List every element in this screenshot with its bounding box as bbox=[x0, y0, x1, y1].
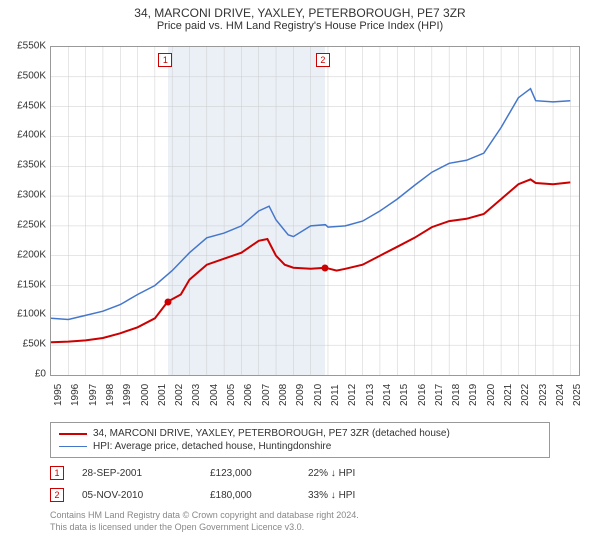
x-tick-label: 2000 bbox=[140, 384, 151, 406]
x-tick-label: 2023 bbox=[538, 384, 549, 406]
x-tick-label: 2011 bbox=[330, 384, 341, 406]
legend-label: 34, MARCONI DRIVE, YAXLEY, PETERBOROUGH,… bbox=[93, 428, 450, 439]
x-tick-label: 2013 bbox=[365, 384, 376, 406]
x-tick-label: 2002 bbox=[174, 384, 185, 406]
sale-row: 2 05-NOV-2010 £180,000 33% ↓ HPI bbox=[50, 484, 550, 506]
y-tick-label: £350K bbox=[17, 160, 46, 171]
x-tick-label: 1999 bbox=[122, 384, 133, 406]
sale-delta: 33% ↓ HPI bbox=[308, 490, 355, 501]
legend: 34, MARCONI DRIVE, YAXLEY, PETERBOROUGH,… bbox=[50, 422, 550, 458]
sale-dot bbox=[164, 298, 171, 305]
chart-area: £0 £50K £100K £150K £200K £250K £300K £350K £400… bbox=[0, 36, 600, 416]
sale-marker-box: 1 bbox=[50, 466, 64, 480]
chart-title: 34, MARCONI DRIVE, YAXLEY, PETERBOROUGH,… bbox=[0, 0, 600, 20]
x-tick-label: 1996 bbox=[70, 384, 81, 406]
sale-row: 1 28-SEP-2001 £123,000 22% ↓ HPI bbox=[50, 462, 550, 484]
x-tick-label: 2018 bbox=[451, 384, 462, 406]
legend-label: HPI: Average price, detached house, Hunt… bbox=[93, 441, 331, 452]
footnote-line: Contains HM Land Registry data © Crown c… bbox=[50, 510, 550, 522]
x-axis-labels: 1995 1996 1997 1998 1999 2000 2001 2002 2003 2004… bbox=[50, 378, 580, 418]
sale-marker-box: 1 bbox=[158, 53, 172, 67]
x-tick-label: 2016 bbox=[417, 384, 428, 406]
chart-subtitle: Price paid vs. HM Land Registry's House … bbox=[0, 20, 600, 36]
x-tick-label: 2003 bbox=[191, 384, 202, 406]
y-tick-label: £500K bbox=[17, 70, 46, 81]
sale-price: £123,000 bbox=[210, 468, 290, 479]
sale-marker-box: 2 bbox=[50, 488, 64, 502]
y-tick-label: £150K bbox=[17, 279, 46, 290]
x-tick-label: 1997 bbox=[88, 384, 99, 406]
y-tick-label: £300K bbox=[17, 190, 46, 201]
legend-item: 34, MARCONI DRIVE, YAXLEY, PETERBOROUGH,… bbox=[59, 427, 541, 440]
x-tick-label: 2009 bbox=[295, 384, 306, 406]
x-tick-label: 2021 bbox=[503, 384, 514, 406]
legend-swatch bbox=[59, 433, 87, 435]
x-tick-label: 1998 bbox=[105, 384, 116, 406]
y-tick-label: £450K bbox=[17, 100, 46, 111]
x-tick-label: 2015 bbox=[399, 384, 410, 406]
y-tick-label: £100K bbox=[17, 309, 46, 320]
x-tick-label: 2001 bbox=[157, 384, 168, 406]
legend-item: HPI: Average price, detached house, Hunt… bbox=[59, 440, 541, 453]
x-tick-label: 2004 bbox=[209, 384, 220, 406]
x-tick-label: 2022 bbox=[520, 384, 531, 406]
x-tick-label: 2020 bbox=[486, 384, 497, 406]
sales-list: 1 28-SEP-2001 £123,000 22% ↓ HPI 2 05-NOV-201… bbox=[50, 462, 550, 506]
x-tick-label: 2010 bbox=[313, 384, 324, 406]
y-tick-label: £0 bbox=[35, 369, 46, 380]
x-tick-label: 2007 bbox=[261, 384, 272, 406]
x-tick-label: 1995 bbox=[53, 384, 64, 406]
y-tick-label: £550K bbox=[17, 41, 46, 52]
x-tick-label: 2006 bbox=[243, 384, 254, 406]
sale-dot bbox=[322, 264, 329, 271]
footnote: Contains HM Land Registry data © Crown c… bbox=[50, 510, 550, 533]
x-tick-label: 2024 bbox=[555, 384, 566, 406]
x-tick-label: 2014 bbox=[382, 384, 393, 406]
sale-date: 28-SEP-2001 bbox=[82, 468, 192, 479]
x-tick-label: 2005 bbox=[226, 384, 237, 406]
y-tick-label: £50K bbox=[23, 339, 46, 350]
sale-price: £180,000 bbox=[210, 490, 290, 501]
footnote-line: This data is licensed under the Open Gov… bbox=[50, 522, 550, 534]
sale-marker-box: 2 bbox=[316, 53, 330, 67]
x-tick-label: 2012 bbox=[347, 384, 358, 406]
x-tick-label: 2025 bbox=[572, 384, 583, 406]
legend-swatch bbox=[59, 446, 87, 447]
sale-delta: 22% ↓ HPI bbox=[308, 468, 355, 479]
x-tick-label: 2017 bbox=[434, 384, 445, 406]
plot-area: 12 bbox=[50, 46, 580, 376]
y-tick-label: £400K bbox=[17, 130, 46, 141]
chart-svg bbox=[51, 47, 579, 375]
y-tick-label: £250K bbox=[17, 219, 46, 230]
x-tick-label: 2008 bbox=[278, 384, 289, 406]
container: 34, MARCONI DRIVE, YAXLEY, PETERBOROUGH,… bbox=[0, 0, 600, 560]
y-tick-label: £200K bbox=[17, 249, 46, 260]
x-tick-label: 2019 bbox=[468, 384, 479, 406]
sale-date: 05-NOV-2010 bbox=[82, 490, 192, 501]
y-axis-labels: £0 £50K £100K £150K £200K £250K £300K £350K £400… bbox=[0, 36, 50, 416]
